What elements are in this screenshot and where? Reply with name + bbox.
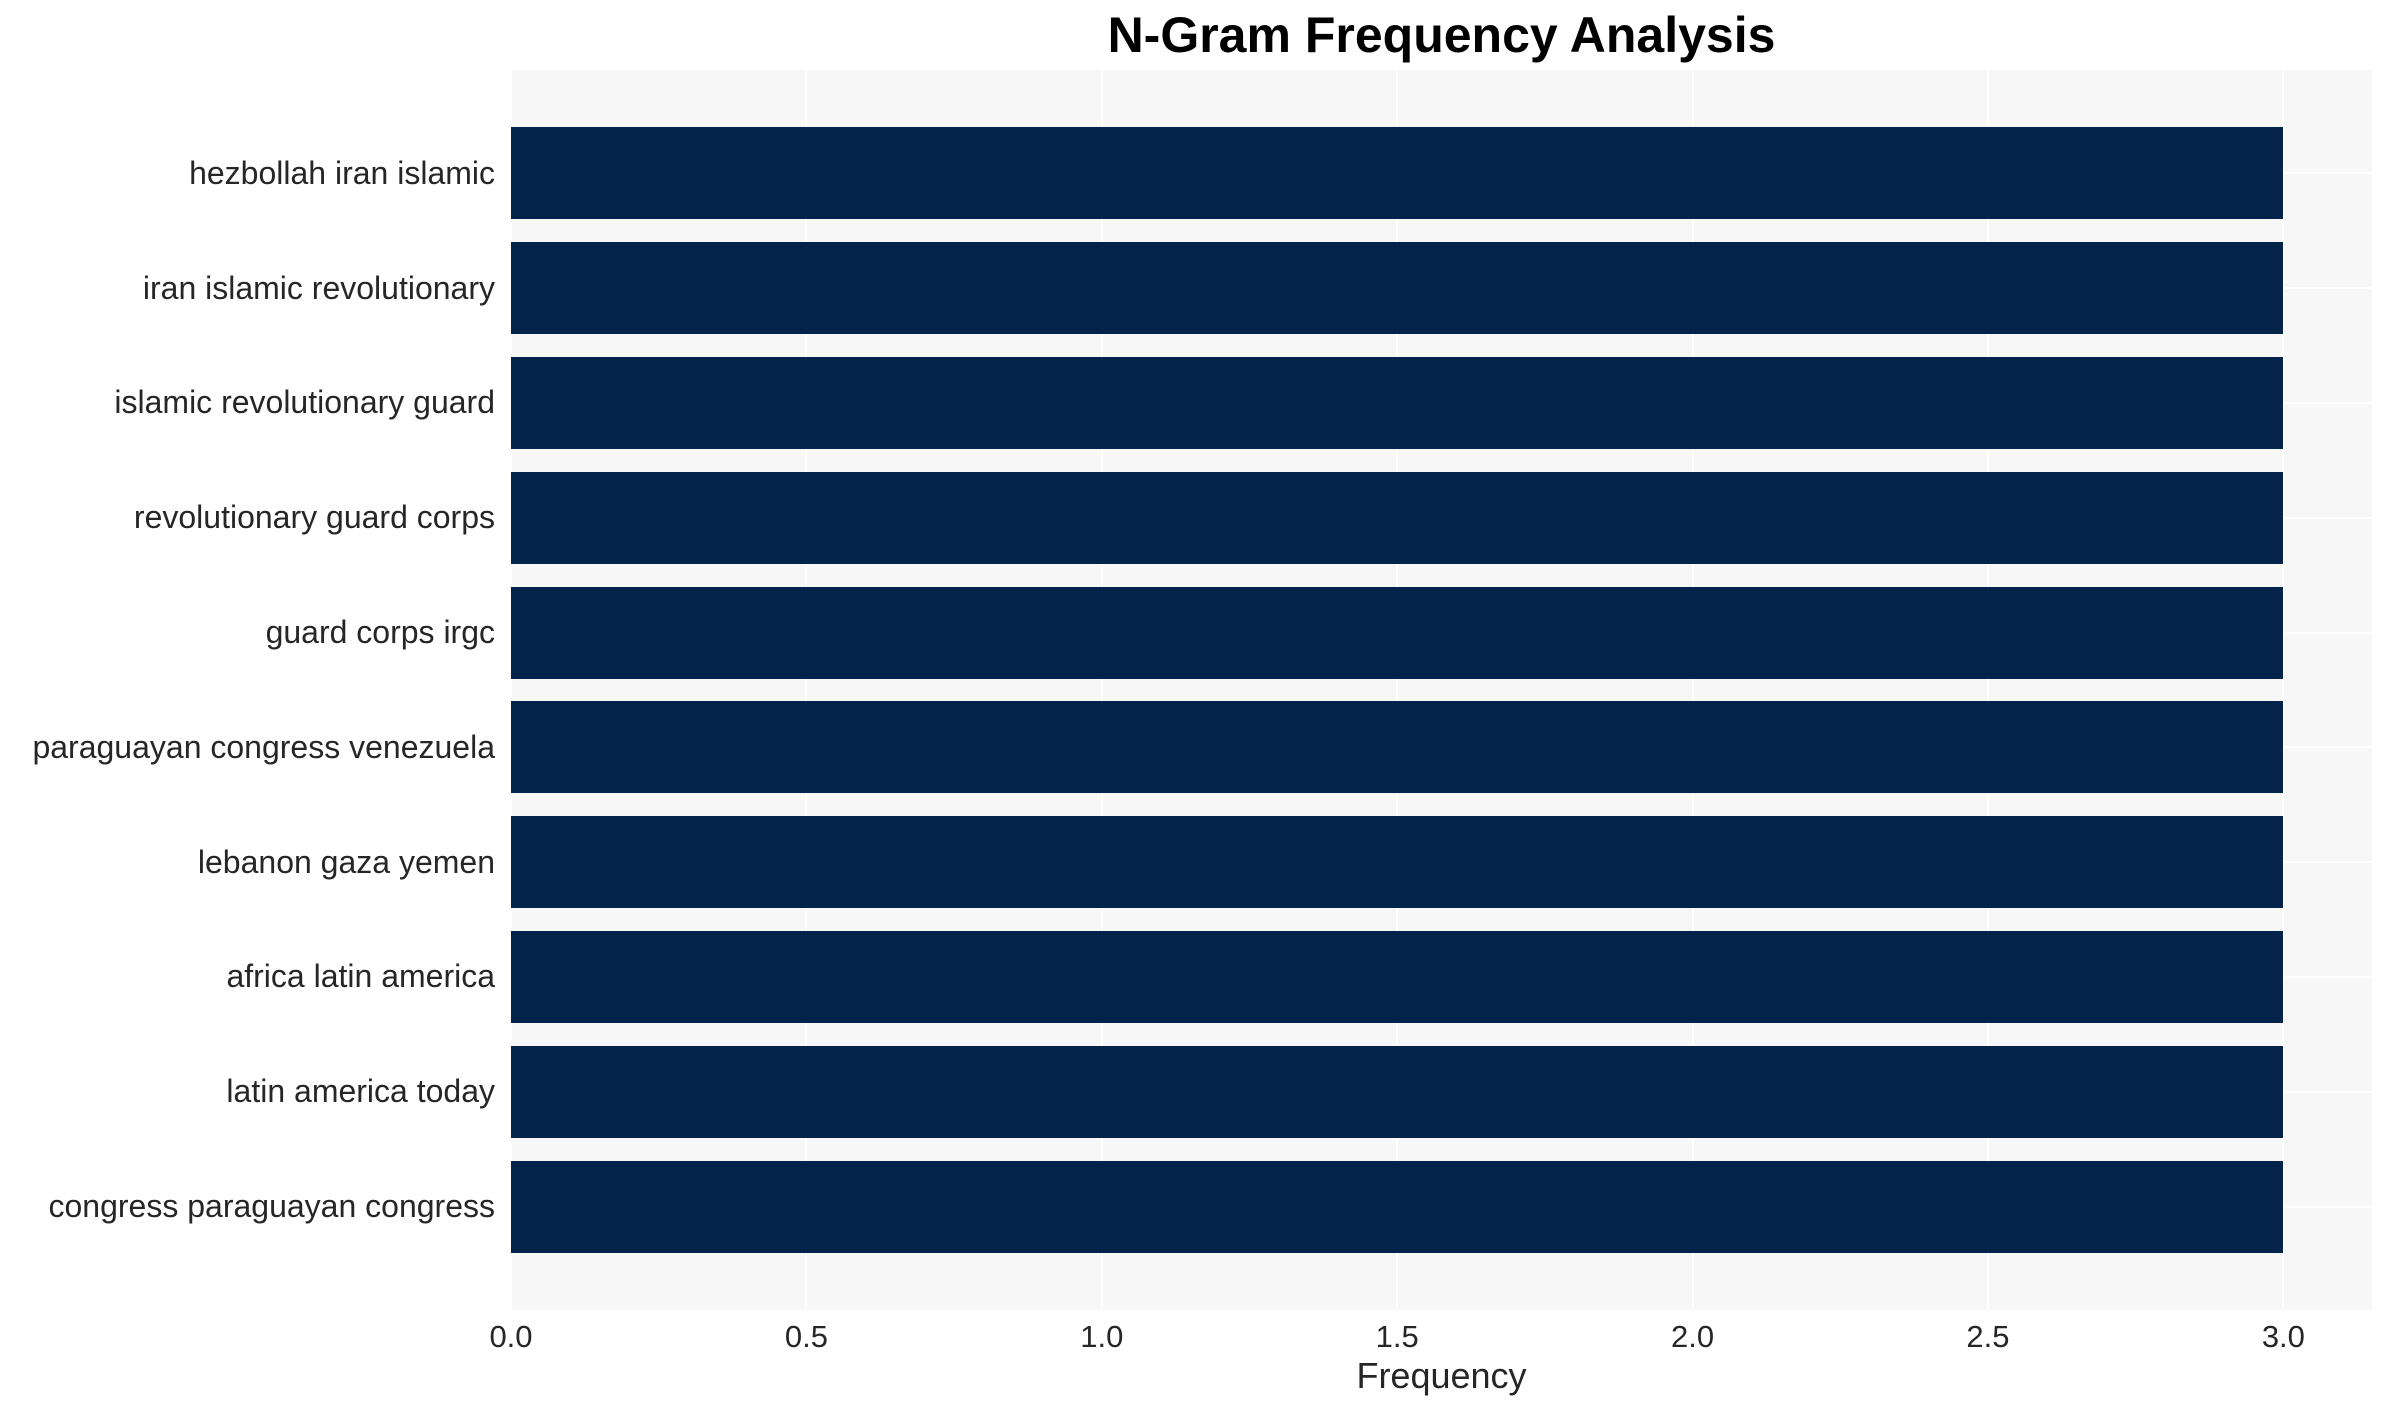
bar-zone [511, 116, 2372, 231]
frequency-bar [511, 701, 2284, 794]
x-tick-label: 0.5 [784, 1319, 828, 1354]
y-axis-label: hezbollah iran islamic [189, 154, 495, 191]
y-axis-label: islamic revolutionary guard [114, 384, 495, 421]
x-axis-label: Frequency [1356, 1355, 1527, 1396]
bar-row: paraguayan congress venezuela [0, 690, 2372, 805]
y-axis-label: lebanon gaza yemen [197, 843, 495, 880]
bar-zone [511, 460, 2372, 575]
y-axis-label: congress paraguayan congress [48, 1188, 496, 1225]
v-gridline [1100, 70, 1103, 1310]
bar-row: revolutionary guard corps [0, 460, 2372, 575]
v-gridline [2282, 70, 2285, 1310]
y-axis-label: revolutionary guard corps [133, 499, 495, 536]
y-axis-label: latin america today [226, 1073, 495, 1110]
y-axis-label: guard corps irgc [265, 614, 495, 651]
bar-row: guard corps irgc [0, 575, 2372, 690]
bar-row: africa latin america [0, 920, 2372, 1035]
bar-zone [511, 231, 2372, 346]
bar-zone [511, 690, 2372, 805]
frequency-bar [511, 471, 2284, 564]
v-gridline [805, 70, 808, 1310]
bar-row: latin america today [0, 1034, 2372, 1149]
x-tick-label: 1.5 [1375, 1319, 1419, 1354]
chart-title: N-Gram Frequency Analysis [1107, 7, 1776, 63]
y-axis-label: paraguayan congress venezuela [32, 728, 495, 765]
bar-zone [511, 575, 2372, 690]
bar-zone [511, 805, 2372, 920]
y-axis-label: africa latin america [226, 958, 495, 995]
x-axis-ticks: 0.0 0.5 1.0 1.5 2.0 2.5 3.0 [489, 1318, 2372, 1356]
bar-zone [511, 1149, 2372, 1264]
bar-row: congress paraguayan congress [0, 1149, 2372, 1264]
bar-zone [511, 920, 2372, 1035]
y-axis-label: iran islamic revolutionary [142, 269, 495, 306]
bar-row: iran islamic revolutionary [0, 231, 2372, 346]
frequency-bar [511, 586, 2284, 679]
v-gridline [1691, 70, 1694, 1310]
x-tick-label: 3.0 [2261, 1319, 2305, 1354]
frequency-bar [511, 1045, 2284, 1138]
v-gridline [510, 70, 512, 1310]
frequency-bar [511, 816, 2284, 909]
v-gridline [1396, 70, 1399, 1310]
x-tick-label: 0.0 [489, 1319, 533, 1354]
bar-row: lebanon gaza yemen [0, 805, 2372, 920]
frequency-bar [511, 930, 2284, 1023]
bar-row: islamic revolutionary guard [0, 346, 2372, 461]
v-gridline [1986, 70, 1989, 1310]
frequency-bar [511, 127, 2284, 220]
bars-container: hezbollah iran islamic iran islamic revol… [0, 70, 2372, 1310]
x-tick-label: 1.0 [1080, 1319, 1124, 1354]
frequency-bar [511, 242, 2284, 335]
bar-zone [511, 1034, 2372, 1149]
bar-row: hezbollah iran islamic [0, 116, 2372, 231]
x-tick-label: 2.5 [1966, 1319, 2010, 1354]
x-tick-label: 2.0 [1671, 1319, 1715, 1354]
frequency-bar [511, 356, 2284, 449]
frequency-bar [511, 1160, 2284, 1253]
bar-zone [511, 346, 2372, 461]
